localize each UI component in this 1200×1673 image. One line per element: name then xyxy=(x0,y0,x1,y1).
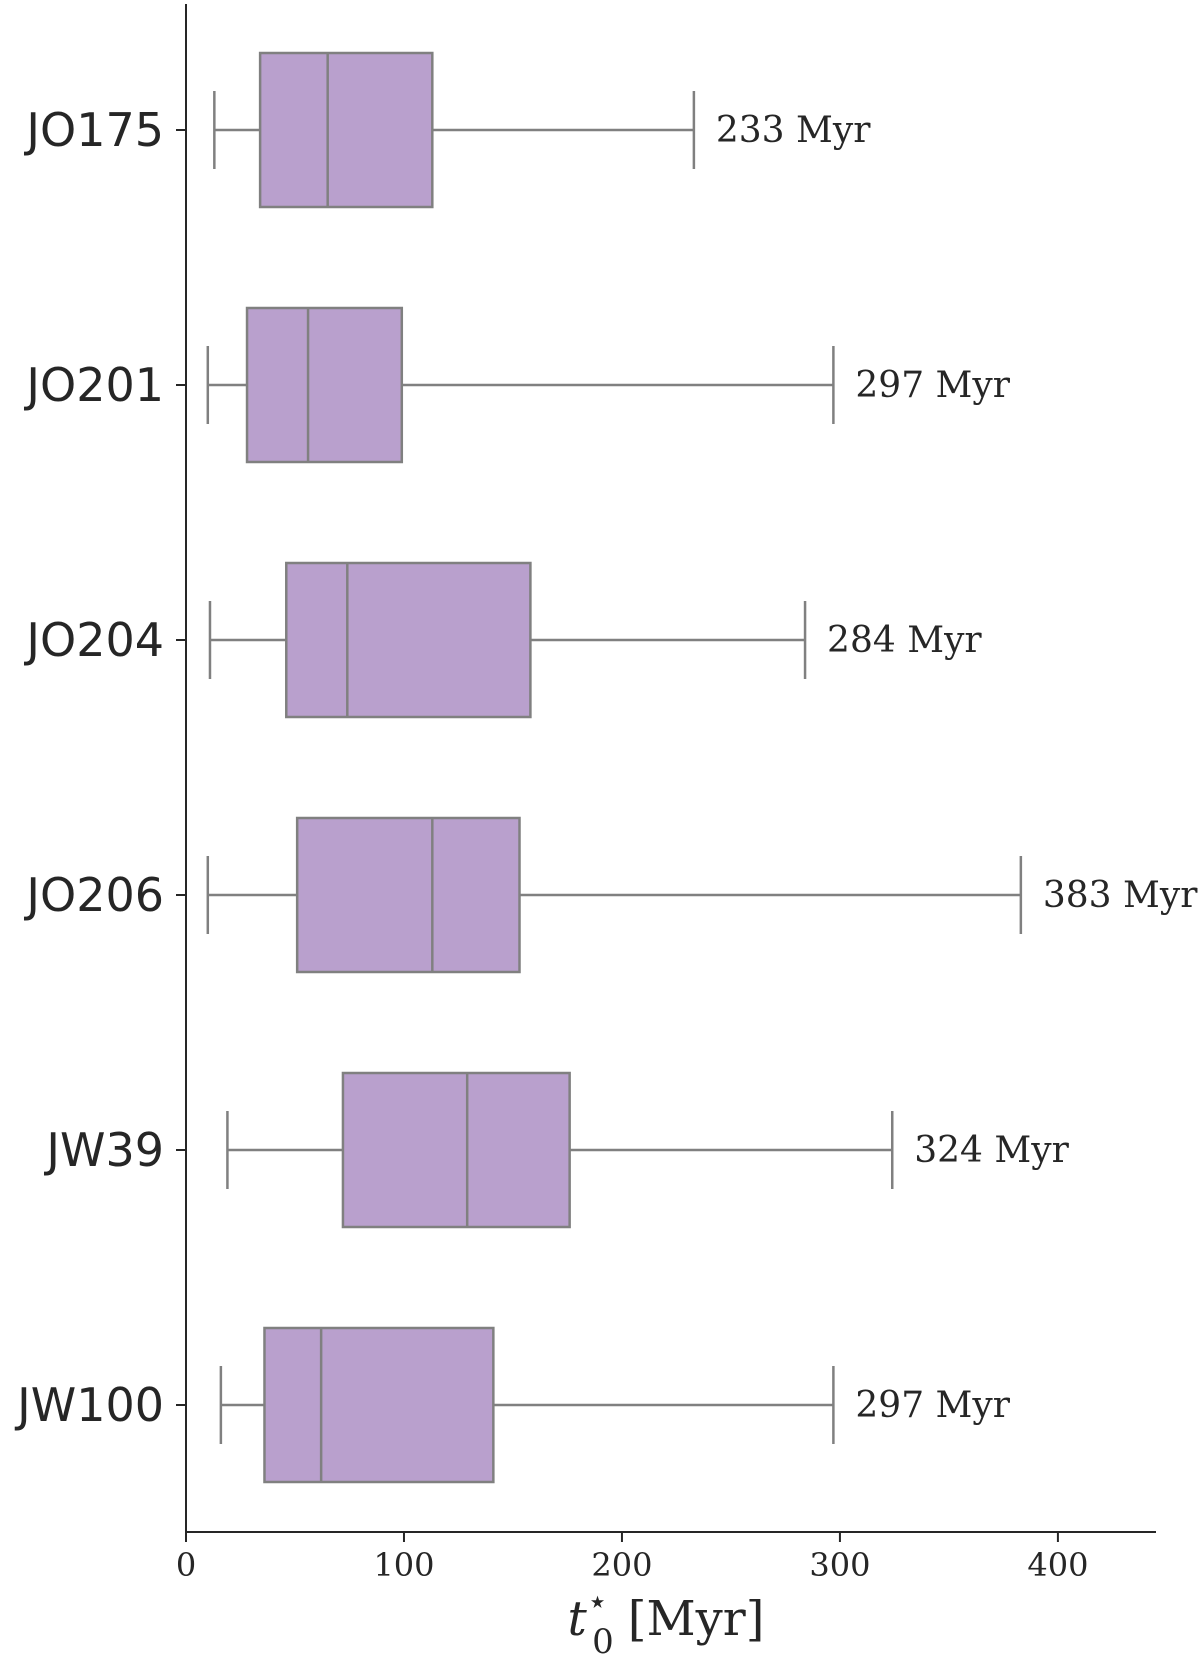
x-axis-label-subscript: 0 xyxy=(592,1622,614,1662)
x-tick-label: 300 xyxy=(809,1546,870,1584)
iqr-box xyxy=(295,816,521,974)
iqr-box xyxy=(341,1071,571,1229)
max-value-annotation: 284 Myr xyxy=(827,620,982,661)
category-label-jo201: JO201 xyxy=(23,358,164,412)
box-group-jo204: 284 Myr xyxy=(208,561,982,719)
category-label-jo175: JO175 xyxy=(23,103,164,157)
category-label-jw39: JW39 xyxy=(43,1123,164,1177)
box-group-jo201: 297 Myr xyxy=(206,306,1011,464)
max-value-annotation: 297 Myr xyxy=(855,1385,1010,1426)
max-value-annotation: 324 Myr xyxy=(914,1130,1069,1171)
iqr-box xyxy=(258,51,434,209)
boxes-layer: 233 Myr 297 Myr 284 Myr 383 Myr 324 Myr 297 M… xyxy=(206,51,1198,1484)
category-label-jw100: JW100 xyxy=(14,1378,164,1432)
category-labels-layer: JO175 JO201 JO204 JO206 JW39 JW100 xyxy=(14,103,186,1432)
x-tick-label: 100 xyxy=(373,1546,434,1584)
iqr-box xyxy=(285,561,532,719)
box-group-jw39: 324 Myr xyxy=(226,1071,1070,1229)
x-axis-label-symbol: t xyxy=(568,1591,588,1647)
x-tick-label: 0 xyxy=(176,1546,196,1584)
max-value-annotation: 383 Myr xyxy=(1043,875,1198,916)
max-value-annotation: 233 Myr xyxy=(716,110,871,151)
iqr-box xyxy=(263,1326,495,1484)
x-axis-label: t⋆ 0 [Myr] xyxy=(568,1582,765,1662)
x-ticks-layer: 0 100 200 300 400 xyxy=(176,1532,1088,1584)
box-group-jw100: 297 Myr xyxy=(219,1326,1011,1484)
category-label-jo204: JO204 xyxy=(23,613,164,667)
max-value-annotation: 297 Myr xyxy=(855,365,1010,406)
x-tick-label: 200 xyxy=(591,1546,652,1584)
x-axis-label-superscript: ⋆ xyxy=(587,1582,608,1622)
category-label-jo206: JO206 xyxy=(23,868,164,922)
box-group-jo175: 233 Myr xyxy=(213,51,871,209)
box-group-jo206: 383 Myr xyxy=(206,816,1198,974)
iqr-box xyxy=(245,306,404,464)
x-axis-label-unit: [Myr] xyxy=(628,1591,765,1647)
x-tick-label: 400 xyxy=(1027,1546,1088,1584)
